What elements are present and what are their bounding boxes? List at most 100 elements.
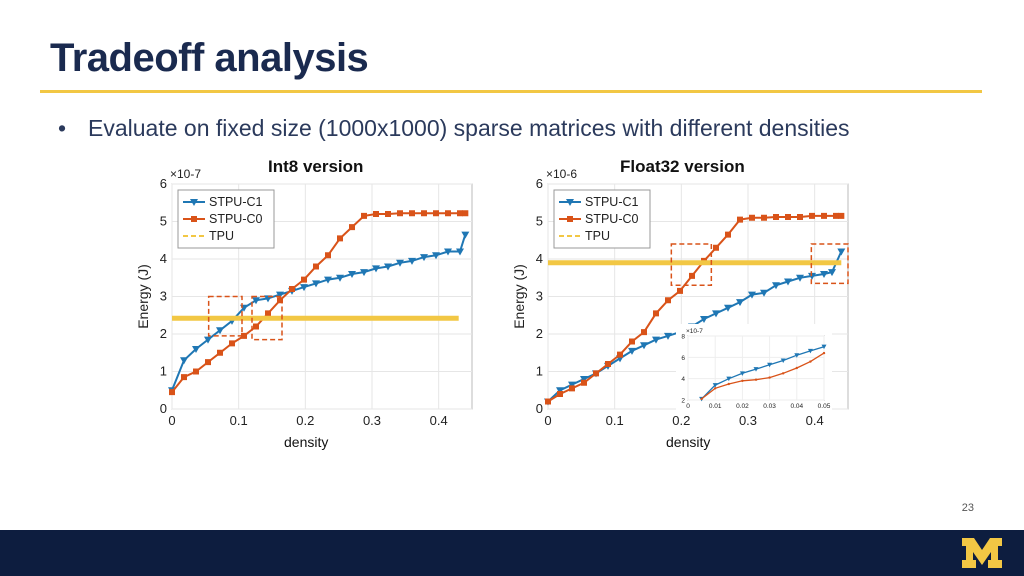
data-point-stpu-c0	[581, 379, 587, 386]
data-point-stpu-c0	[629, 338, 635, 345]
legend: STPU-C1 STPU-C0 TPU	[177, 189, 275, 249]
legend: STPU-C1 STPU-C0 TPU	[553, 189, 651, 249]
y-tick-label: 6	[536, 176, 543, 191]
inset-y-tick: 4	[681, 376, 685, 383]
inset-x-tick: 0.03	[763, 403, 776, 410]
data-point-stpu-c1	[276, 291, 284, 299]
inset-x-tick: 0	[686, 403, 690, 410]
int8-energy-chart: 0 1 2 3 4 5 6 0 0.1 0.2 0.3 0.4 ×10-7 Energy (J) STPU-…	[135, 167, 473, 428]
data-point-stpu-c0	[217, 349, 223, 356]
y-tick-label: 6	[160, 176, 167, 191]
data-point-stpu-c0	[797, 214, 803, 220]
data-point-stpu-c0	[665, 297, 671, 304]
inset-chart: 2 4 6 8 0 0.01 0.02 0.03 0.04 0.05 ×10-7	[676, 324, 832, 412]
data-point-stpu-c1	[828, 269, 836, 277]
legend-marker	[567, 216, 573, 222]
legend-label-stpu-c1: STPU-C1	[209, 195, 263, 209]
data-point-stpu-c1	[252, 297, 260, 305]
legend-marker	[566, 199, 574, 206]
data-point-stpu-c0	[749, 214, 755, 221]
chart-title-float32: Float32 version	[620, 157, 745, 176]
inset-point	[727, 382, 730, 386]
data-point-stpu-c0	[421, 210, 427, 217]
data-point-stpu-c0	[713, 244, 719, 251]
legend-label-stpu-c0: STPU-C0	[209, 212, 263, 226]
float32-energy-chart: 0 1 2 3 4 5 6 0 0.1 0.2 0.3 0.4 ×10-6 Energy (J) STPU-…	[511, 167, 849, 428]
inset-point	[821, 344, 827, 350]
y-exponent-label: ×10-6	[546, 167, 577, 181]
data-point-stpu-c1	[456, 248, 464, 256]
data-point-stpu-c0	[337, 235, 343, 242]
data-point-stpu-c0	[361, 212, 367, 219]
x-tick-label: 0.4	[806, 413, 824, 428]
legend-marker	[190, 199, 198, 206]
data-point-stpu-c1	[444, 248, 452, 256]
data-point-stpu-c1	[432, 252, 440, 260]
data-point-stpu-c0	[457, 210, 463, 217]
data-point-stpu-c0	[761, 214, 767, 221]
data-point-stpu-c0	[773, 214, 779, 220]
data-point-stpu-c0	[253, 323, 259, 330]
data-point-stpu-c0	[349, 224, 355, 231]
data-point-stpu-c1	[808, 272, 816, 280]
data-point-stpu-c0	[181, 374, 187, 381]
data-point-stpu-c1	[748, 291, 756, 299]
y-tick-label: 5	[160, 214, 167, 229]
data-point-stpu-c0	[229, 340, 235, 347]
data-point-stpu-c0	[301, 276, 307, 283]
legend-label-tpu: TPU	[209, 229, 234, 243]
data-point-stpu-c0	[397, 210, 403, 217]
inset-point	[767, 362, 773, 368]
bullet-text: Evaluate on fixed size (1000x1000) spars…	[88, 115, 850, 141]
y-tick-label: 1	[536, 364, 543, 379]
inset-x-tick: 0.01	[709, 403, 722, 410]
data-point-stpu-c0	[289, 286, 295, 292]
data-point-stpu-c0	[593, 370, 599, 377]
x-tick-label: 0.2	[672, 413, 690, 428]
legend-label-stpu-c0: STPU-C0	[585, 212, 639, 226]
x-tick-label: 0.4	[430, 413, 448, 428]
data-point-stpu-c1	[580, 376, 588, 383]
data-point-stpu-c0	[409, 210, 415, 217]
footer-bar	[0, 530, 1024, 576]
data-point-stpu-c0	[605, 361, 611, 367]
inset-point	[807, 348, 813, 354]
data-point-stpu-c0	[569, 385, 575, 392]
data-point-stpu-c1	[664, 332, 672, 340]
data-point-stpu-c1	[300, 284, 308, 292]
data-point-stpu-c0	[725, 231, 731, 238]
data-point-stpu-c1	[820, 271, 828, 278]
data-point-stpu-c1	[420, 254, 428, 262]
title-underline	[40, 90, 982, 93]
data-point-stpu-c0	[373, 211, 379, 217]
data-point-stpu-c1	[628, 347, 636, 355]
inset-point	[712, 383, 718, 388]
data-point-stpu-c1	[760, 289, 768, 297]
data-point-stpu-c0	[277, 297, 283, 304]
inset-point	[700, 397, 703, 401]
data-point-stpu-c0	[545, 398, 551, 405]
inset-point	[794, 353, 800, 358]
inset-y-tick: 6	[681, 355, 685, 362]
inset-point	[753, 367, 759, 372]
data-point-stpu-c1	[216, 327, 224, 335]
inset-y-tick: 2	[681, 398, 685, 405]
inset-point	[726, 376, 732, 382]
y-tick-label: 5	[536, 214, 543, 229]
x-tick-label: 0	[168, 413, 175, 428]
y-tick-label: 3	[536, 289, 543, 304]
y-tick-label: 1	[160, 364, 167, 379]
data-point-stpu-c0	[653, 310, 659, 317]
data-point-stpu-c0	[617, 351, 623, 358]
inset-x-tick: 0.02	[736, 403, 749, 410]
inset-point	[782, 372, 785, 375]
x-axis-label-float32: density	[666, 434, 711, 450]
highlight-box	[251, 295, 283, 341]
x-tick-label: 0	[544, 413, 551, 428]
data-point-stpu-c0	[641, 329, 647, 336]
data-point-stpu-c1	[348, 271, 356, 278]
data-point-stpu-c1	[180, 357, 188, 365]
x-tick-label: 0.1	[606, 413, 624, 428]
inset-y-tick: 8	[681, 334, 685, 341]
data-point-stpu-c1	[652, 336, 660, 344]
